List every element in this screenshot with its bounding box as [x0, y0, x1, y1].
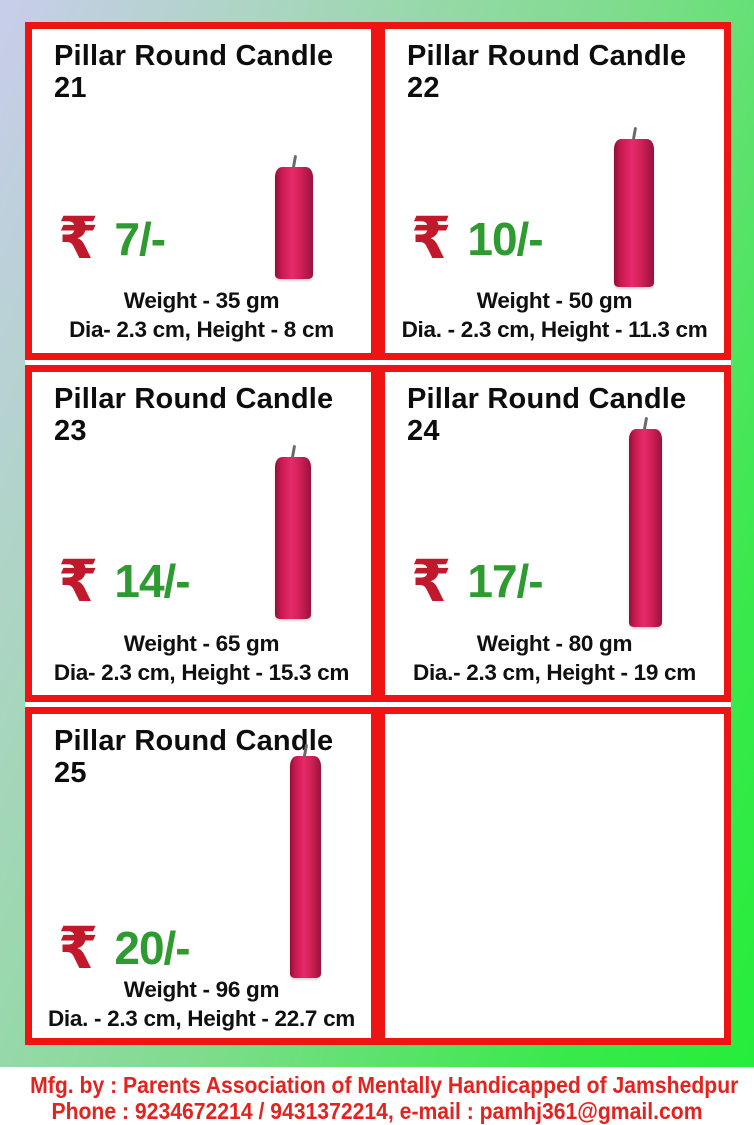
product-card-22: Pillar Round Candle 22 ₹ 10/- Weight - 5…	[378, 22, 731, 360]
product-title: Pillar Round Candle 23	[54, 382, 357, 448]
price-amount: 17/-	[467, 555, 543, 608]
product-name: Pillar Round Candle	[54, 725, 334, 758]
spec-weight: Weight - 65 gm	[123, 630, 280, 656]
product-number: 23	[54, 414, 87, 447]
product-title: Pillar Round Candle 25	[54, 725, 357, 790]
product-card-23: Pillar Round Candle 23 ₹ 14/- Weight - 6…	[25, 364, 378, 703]
product-specs: Weight - 80 gm Dia.- 2.3 cm, Height - 19…	[385, 630, 724, 688]
spec-weight: Weight - 35 gm	[123, 288, 280, 314]
product-grid: Pillar Round Candle 21 ₹ 7/- Weight - 35…	[25, 22, 731, 1045]
product-specs: Weight - 96 gm Dia. - 2.3 cm, Height - 2…	[32, 976, 371, 1034]
candle-wick-icon	[291, 154, 297, 168]
price-row: ₹ 7/-	[58, 204, 166, 273]
price-row: ₹ 20/-	[58, 913, 191, 982]
spec-weight: Weight - 50 gm	[476, 288, 633, 314]
candle-body	[275, 457, 311, 620]
product-name: Pillar Round Candle	[54, 382, 334, 415]
product-number: 21	[54, 71, 87, 104]
price-row: ₹ 10/-	[411, 204, 544, 273]
product-number: 24	[407, 414, 440, 447]
rupee-icon: ₹	[58, 547, 99, 616]
candle-wick-icon	[631, 126, 637, 140]
product-card-21: Pillar Round Candle 21 ₹ 7/- Weight - 35…	[25, 22, 378, 360]
rupee-icon: ₹	[411, 204, 452, 273]
footer-manufacturer: Mfg. by : Parents Association of Mentall…	[30, 1072, 739, 1098]
product-card-25: Pillar Round Candle 25 ₹ 20/- Weight - 9…	[25, 707, 378, 1045]
product-number: 25	[54, 757, 87, 790]
candle-body	[629, 429, 662, 628]
price-amount: 10/-	[467, 212, 543, 265]
candle-body	[614, 138, 654, 287]
rupee-icon: ₹	[411, 547, 452, 616]
candle-image	[614, 126, 654, 287]
candle-image	[290, 743, 321, 978]
spec-weight: Weight - 80 gm	[476, 630, 633, 656]
spec-dimensions: Dia- 2.3 cm, Height - 8 cm	[69, 316, 334, 342]
candle-image	[629, 417, 662, 628]
rupee-icon: ₹	[58, 204, 99, 273]
product-title: Pillar Round Candle 24	[407, 382, 710, 448]
spec-dimensions: Dia- 2.3 cm, Height - 15.3 cm	[53, 659, 350, 685]
price-amount: 14/-	[114, 555, 190, 608]
price-amount: 7/-	[114, 212, 166, 265]
candle-image	[275, 445, 311, 620]
spec-weight: Weight - 96 gm	[123, 977, 280, 1003]
price-amount: 20/-	[114, 921, 190, 974]
price-row: ₹ 14/-	[58, 547, 191, 616]
price-row: ₹ 17/-	[411, 547, 544, 616]
rupee-icon: ₹	[58, 913, 99, 982]
empty-cell	[378, 707, 731, 1045]
product-title: Pillar Round Candle 21	[54, 40, 357, 105]
product-card-24: Pillar Round Candle 24 ₹ 17/- Weight - 8…	[378, 364, 731, 703]
product-name: Pillar Round Candle	[54, 40, 334, 72]
candle-body	[275, 166, 313, 279]
product-number: 22	[407, 71, 440, 104]
product-specs: Weight - 35 gm Dia- 2.3 cm, Height - 8 c…	[32, 287, 371, 345]
spec-dimensions: Dia. - 2.3 cm, Height - 11.3 cm	[401, 316, 708, 342]
footer-contact: Phone : 9234672214 / 9431372214, e-mail …	[51, 1098, 703, 1124]
candle-body	[290, 755, 321, 978]
spec-dimensions: Dia.- 2.3 cm, Height - 19 cm	[413, 659, 696, 685]
product-name: Pillar Round Candle	[407, 40, 687, 72]
product-specs: Weight - 50 gm Dia. - 2.3 cm, Height - 1…	[385, 287, 724, 345]
candle-image	[275, 154, 313, 279]
product-title: Pillar Round Candle 22	[407, 40, 710, 105]
product-specs: Weight - 65 gm Dia- 2.3 cm, Height - 15.…	[32, 630, 371, 688]
footer: Mfg. by : Parents Association of Mentall…	[0, 1067, 754, 1125]
product-name: Pillar Round Candle	[407, 382, 687, 415]
spec-dimensions: Dia. - 2.3 cm, Height - 22.7 cm	[47, 1006, 356, 1032]
